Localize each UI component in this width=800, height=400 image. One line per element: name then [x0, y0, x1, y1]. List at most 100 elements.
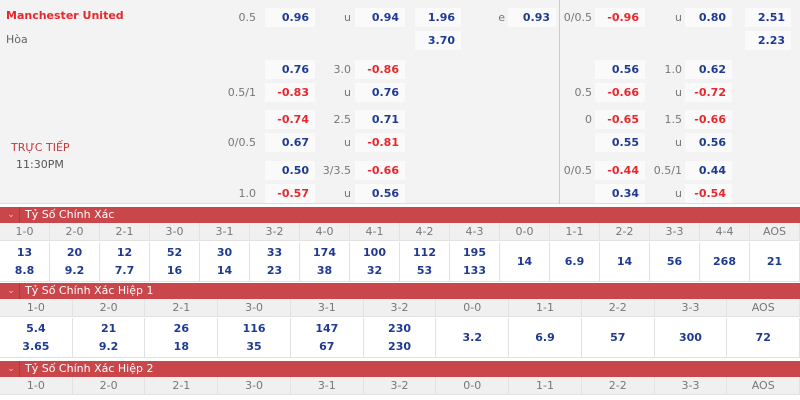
score-odds-cell[interactable]: 6.9	[509, 318, 582, 357]
score-header: 1-1	[509, 377, 582, 394]
home-odds: 230	[388, 322, 412, 335]
score-header: 3-2	[250, 223, 300, 240]
odds-line: u	[675, 187, 682, 200]
home-odds: 33	[266, 246, 283, 259]
odds-value[interactable]: -0.66	[685, 110, 732, 129]
score-header-row: 1-0 2-0 2-1 3-0 3-1 3-2 0-0 1-1 2-2 3-3 AOS	[0, 299, 800, 317]
odds-value[interactable]: -0.65	[595, 110, 645, 129]
score-odds-cell[interactable]: 268	[700, 242, 750, 281]
chevron-down-icon[interactable]: ⌄	[7, 210, 15, 220]
odds-value[interactable]: 2.23	[745, 31, 791, 50]
score-header: 4-2	[400, 223, 450, 240]
score-odds-cell[interactable]: 174 38	[300, 242, 350, 281]
home-odds: 174	[313, 246, 336, 259]
away-odds: 3.65	[22, 340, 50, 353]
score-odds-cell[interactable]: 57	[582, 318, 655, 357]
odds-value[interactable]: 0.94	[355, 8, 405, 27]
score-odds-cell[interactable]: 26 18	[145, 318, 219, 357]
score-header: 4-1	[350, 223, 400, 240]
score-odds-cell[interactable]: 30 14	[200, 242, 250, 281]
odds-value[interactable]: 0.56	[355, 184, 405, 203]
score-odds-cell[interactable]: 3.2	[436, 318, 510, 357]
score-odds-cell[interactable]: 100 32	[350, 242, 400, 281]
score-header: 2-2	[600, 223, 650, 240]
odds-value[interactable]: 0.67	[265, 133, 315, 152]
score-header-row: 1-0 2-0 2-1 3-0 3-1 3-2 0-0 1-1 2-2 3-3 AOS	[0, 377, 800, 395]
score-odds-cell[interactable]: 112 53	[400, 242, 450, 281]
score-odds-cell[interactable]: 12 7.7	[100, 242, 150, 281]
odds-value[interactable]: -0.44	[595, 161, 645, 180]
odds-value[interactable]: 0.96	[265, 8, 315, 27]
section-header[interactable]: ⌄ Tỷ Số Chính Xác Hiệp 1	[0, 283, 800, 299]
odds-value[interactable]: 3.70	[415, 31, 461, 50]
odds-value[interactable]: -0.72	[685, 83, 732, 102]
score-odds-cell[interactable]: 195 133	[450, 242, 500, 281]
odds-value[interactable]: -0.66	[355, 161, 405, 180]
odds-value[interactable]: 0.76	[355, 83, 405, 102]
odds-value[interactable]: -0.57	[265, 184, 315, 203]
score-header: 1-0	[0, 377, 73, 394]
score-odds-cell[interactable]: 72	[727, 318, 800, 357]
odds-line: u	[344, 11, 351, 24]
score-header: 3-0	[218, 299, 291, 316]
score-header: 3-2	[364, 299, 437, 316]
odds-value[interactable]: 1.96	[415, 8, 461, 27]
score-header: 1-1	[550, 223, 600, 240]
draw-odds: 6.9	[564, 255, 585, 268]
odds-value[interactable]: 0.56	[595, 60, 645, 79]
score-odds-cell[interactable]: 6.9	[550, 242, 600, 281]
odds-line: u	[344, 86, 351, 99]
away-odds: 38	[316, 264, 333, 277]
odds-value[interactable]: 0.93	[508, 8, 556, 27]
score-header: 1-1	[509, 299, 582, 316]
score-odds-cell[interactable]: 20 9.2	[50, 242, 100, 281]
score-header-row: 1-0 2-0 2-1 3-0 3-1 3-2 4-0 4-1 4-2 4-3 0-0 1-1 2-2 3…	[0, 223, 800, 241]
odds-value[interactable]: 0.50	[265, 161, 315, 180]
home-odds: 147	[315, 322, 339, 335]
section-header[interactable]: ⌄ Tỷ Số Chính Xác Hiệp 2	[0, 361, 800, 377]
score-odds-cell[interactable]: 14	[500, 242, 550, 281]
odds-line: 3/3.5	[322, 164, 351, 177]
score-odds-cell[interactable]: 116 35	[218, 318, 291, 357]
score-odds-cell[interactable]: 5.4 3.65	[0, 318, 73, 357]
score-odds-cell[interactable]: 230 230	[364, 318, 437, 357]
odds-value[interactable]: -0.81	[355, 133, 405, 152]
score-odds-cell[interactable]: 14	[600, 242, 650, 281]
score-odds-cell[interactable]: 52 16	[150, 242, 200, 281]
score-odds-cell[interactable]: 21	[750, 242, 800, 281]
odds-value[interactable]: -0.96	[595, 8, 645, 27]
odds-value[interactable]: 2.51	[745, 8, 791, 27]
draw-odds: 6.9	[535, 331, 555, 344]
section-header[interactable]: ⌄ Tỷ Số Chính Xác	[0, 207, 800, 223]
odds-value[interactable]: -0.83	[265, 83, 315, 102]
score-header: 2-0	[50, 223, 100, 240]
odds-value[interactable]: 0.71	[355, 110, 405, 129]
score-odds-cell[interactable]: 300	[655, 318, 728, 357]
home-odds: 5.4	[26, 322, 46, 335]
score-odds-cell[interactable]: 21 9.2	[73, 318, 146, 357]
odds-value[interactable]: 0.62	[685, 60, 732, 79]
draw-odds: 72	[755, 331, 771, 344]
odds-value[interactable]: 0.55	[595, 133, 645, 152]
odds-value[interactable]: 0.44	[685, 161, 732, 180]
away-odds: 67	[319, 340, 335, 353]
score-header: 1-0	[0, 223, 50, 240]
odds-value[interactable]: -0.66	[595, 83, 645, 102]
odds-value[interactable]: 0.34	[595, 184, 645, 203]
odds-value[interactable]: 0.76	[265, 60, 315, 79]
score-odds-cell[interactable]: 147 67	[291, 318, 364, 357]
score-odds-cell[interactable]: 13 8.8	[0, 242, 50, 281]
draw-odds: 14	[616, 255, 633, 268]
odds-value[interactable]: -0.86	[355, 60, 405, 79]
odds-value[interactable]: -0.74	[265, 110, 315, 129]
chevron-down-icon[interactable]: ⌄	[7, 286, 15, 296]
odds-panel: Manchester United Hòa TRỰC TIẾP 11:30PM …	[0, 0, 800, 204]
score-header: 3-1	[200, 223, 250, 240]
away-odds: 35	[246, 340, 262, 353]
odds-value[interactable]: 0.56	[685, 133, 732, 152]
odds-value[interactable]: -0.54	[685, 184, 732, 203]
score-odds-cell[interactable]: 33 23	[250, 242, 300, 281]
chevron-down-icon[interactable]: ⌄	[7, 364, 15, 374]
score-odds-cell[interactable]: 56	[650, 242, 700, 281]
odds-value[interactable]: 0.80	[685, 8, 732, 27]
